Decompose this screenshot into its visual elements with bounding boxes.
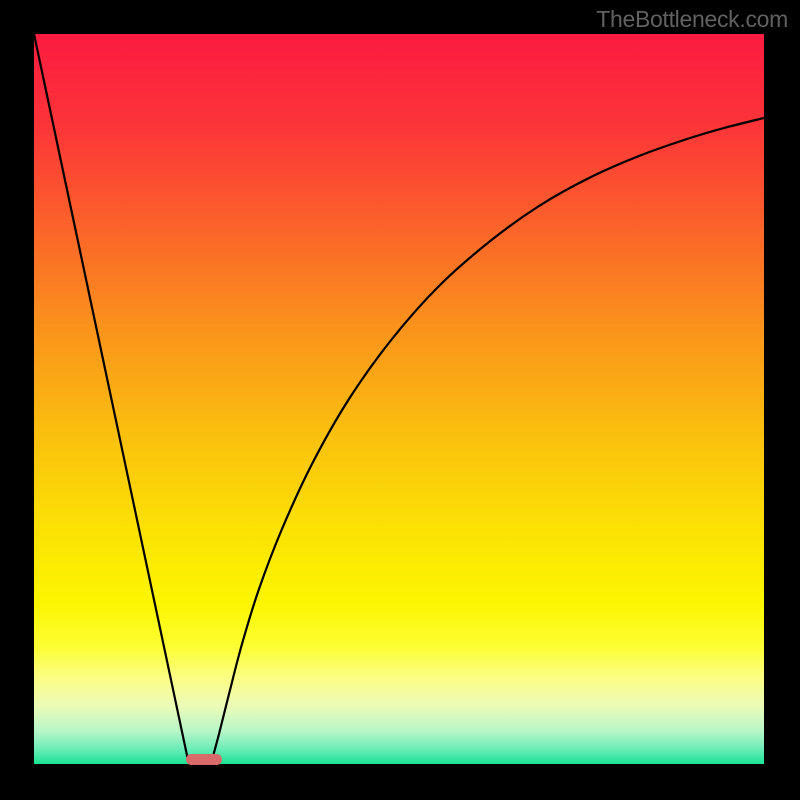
minimum-marker [186, 754, 222, 765]
watermark-text: TheBottleneck.com [596, 6, 788, 33]
right-curve-path [212, 118, 764, 760]
chart-container: TheBottleneck.com [0, 0, 800, 800]
left-curve-line [34, 34, 188, 760]
plot-area [34, 34, 764, 764]
curve-layer [34, 34, 764, 764]
